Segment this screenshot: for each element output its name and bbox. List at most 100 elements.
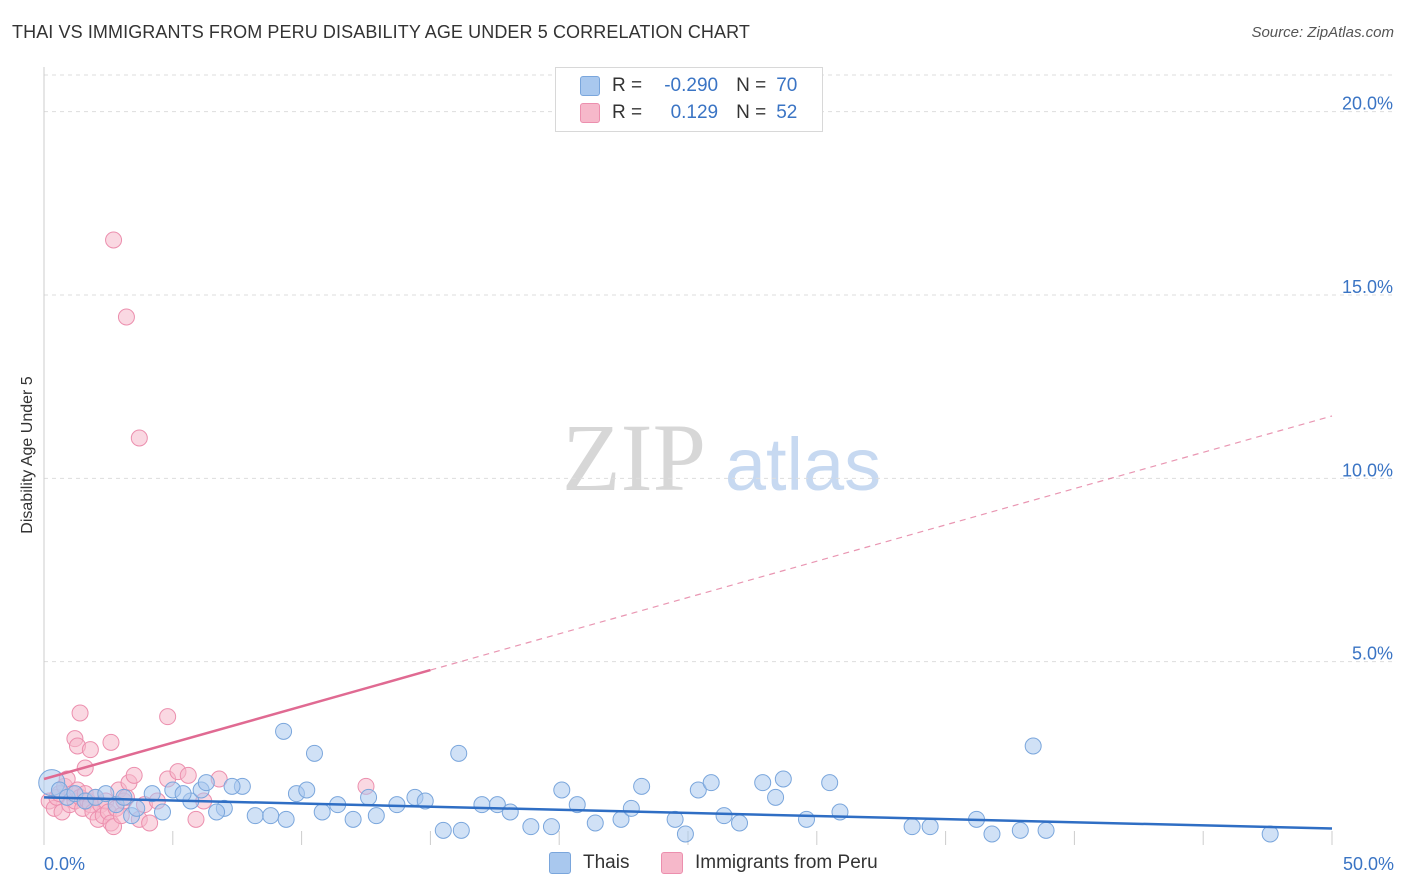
peru-point-31 <box>125 766 143 784</box>
thai-point-52 <box>715 807 733 825</box>
thai-n-value: 70 <box>776 75 798 96</box>
peru-n-value: 52 <box>776 102 798 123</box>
thai-point-63 <box>983 825 1001 843</box>
thai-point-66 <box>1037 821 1055 839</box>
thai-point-41 <box>542 818 560 836</box>
peru-trend-dashed <box>430 415 1333 671</box>
thai-point-65 <box>1024 737 1042 755</box>
peru-point-45 <box>81 741 99 759</box>
thai-point-8 <box>115 788 133 806</box>
thai-point-68 <box>305 744 323 762</box>
thai-point-56 <box>774 770 792 788</box>
thai-point-53 <box>731 814 749 832</box>
peru-point-39 <box>187 810 205 828</box>
thai-point-61 <box>921 818 939 836</box>
thai-point-55 <box>767 788 785 806</box>
peru-n-label: N = <box>736 102 767 123</box>
thai-point-44 <box>586 814 604 832</box>
peru-point-51 <box>117 308 135 326</box>
tick-labels: 5.0% 10.0% 15.0% 20.0% 0.0% 50.0% <box>44 94 1394 874</box>
gridlines <box>44 74 1392 663</box>
thai-swatch <box>580 76 600 96</box>
thai-point-47 <box>633 777 651 795</box>
watermark-atlas: atlas <box>725 423 881 506</box>
thai-point-57 <box>797 810 815 828</box>
thai-point-12 <box>153 803 171 821</box>
legend-row-peru: R = 0.129 N = 52 <box>580 101 797 125</box>
y-tick-label-1: 10.0% <box>1342 460 1393 480</box>
thai-point-31 <box>367 807 385 825</box>
thai-point-70 <box>1261 825 1279 843</box>
peru-legend-label: Immigrants from Peru <box>695 852 878 873</box>
peru-points <box>40 231 375 836</box>
chart-source: Source: ZipAtlas.com <box>1251 24 1394 41</box>
peru-point-47 <box>102 733 120 751</box>
thai-point-54 <box>754 774 772 792</box>
thai-point-10 <box>128 799 146 817</box>
thais-legend-swatch <box>549 852 571 874</box>
thai-point-22 <box>246 807 264 825</box>
thai-point-30 <box>360 788 378 806</box>
peru-point-46 <box>71 704 89 722</box>
thai-point-37 <box>473 796 491 814</box>
thai-point-51 <box>702 774 720 792</box>
thai-point-26 <box>298 781 316 799</box>
series-legend: Thais Immigrants from Peru <box>0 852 1406 878</box>
thai-point-42 <box>553 781 571 799</box>
peru-r-label: R = <box>612 102 643 123</box>
peru-r-value: 0.129 <box>670 102 719 123</box>
peru-trend-solid <box>43 668 431 781</box>
thai-point-49 <box>676 825 694 843</box>
peru-swatch <box>580 103 600 123</box>
correlation-legend: R = -0.290 N = 70 R = 0.129 N = 52 <box>555 67 823 132</box>
thai-point-40 <box>522 818 540 836</box>
thai-point-50 <box>689 781 707 799</box>
y-tick-label-0: 5.0% <box>1352 644 1393 664</box>
thai-point-60 <box>903 818 921 836</box>
x-tick-label-1: 50.0% <box>1343 854 1394 874</box>
peru-point-34 <box>141 814 159 832</box>
thai-point-34 <box>416 792 434 810</box>
thai-points <box>38 722 1279 843</box>
thai-point-46 <box>622 799 640 817</box>
thai-point-58 <box>821 774 839 792</box>
thai-point-48 <box>666 810 684 828</box>
x-tick-label-0: 0.0% <box>44 854 85 874</box>
peru-point-48 <box>159 708 177 726</box>
watermark-zip: ZIP <box>562 404 706 511</box>
legend-row-thai: R = -0.290 N = 70 <box>580 74 797 98</box>
thai-point-21 <box>223 777 241 795</box>
y-tick-label-2: 15.0% <box>1342 277 1393 297</box>
watermark: ZIP atlas <box>562 404 881 511</box>
thais-legend-label: Thais <box>583 852 630 873</box>
thai-n-label: N = <box>736 75 767 96</box>
thai-point-35 <box>434 821 452 839</box>
thai-point-39 <box>501 803 519 821</box>
thai-point-64 <box>1011 821 1029 839</box>
y-tick-label-3: 20.0% <box>1342 94 1393 114</box>
thai-point-67 <box>275 722 293 740</box>
thai-trend-solid <box>43 796 1333 830</box>
peru-point-50 <box>105 231 123 249</box>
thai-point-11 <box>143 785 161 803</box>
thai-point-43 <box>568 796 586 814</box>
legend-item-thais: Thais <box>549 852 629 874</box>
thai-point-24 <box>277 810 295 828</box>
chart-title: THAI VS IMMIGRANTS FROM PERU DISABILITY … <box>12 22 751 42</box>
peru-point-52 <box>130 429 148 447</box>
thai-r-value: -0.290 <box>664 75 719 96</box>
thai-point-29 <box>344 810 362 828</box>
peru-point-38 <box>179 766 197 784</box>
thai-point-17 <box>174 785 192 803</box>
thai-point-16 <box>197 774 215 792</box>
peru-legend-swatch <box>661 852 683 874</box>
thai-point-20 <box>208 803 226 821</box>
thai-r-label: R = <box>612 75 643 96</box>
trend-lines <box>43 415 1333 830</box>
thai-point-23 <box>262 807 280 825</box>
legend-item-peru: Immigrants from Peru <box>661 852 878 874</box>
thai-point-27 <box>313 803 331 821</box>
thai-point-69 <box>450 744 468 762</box>
thai-point-36 <box>452 821 470 839</box>
